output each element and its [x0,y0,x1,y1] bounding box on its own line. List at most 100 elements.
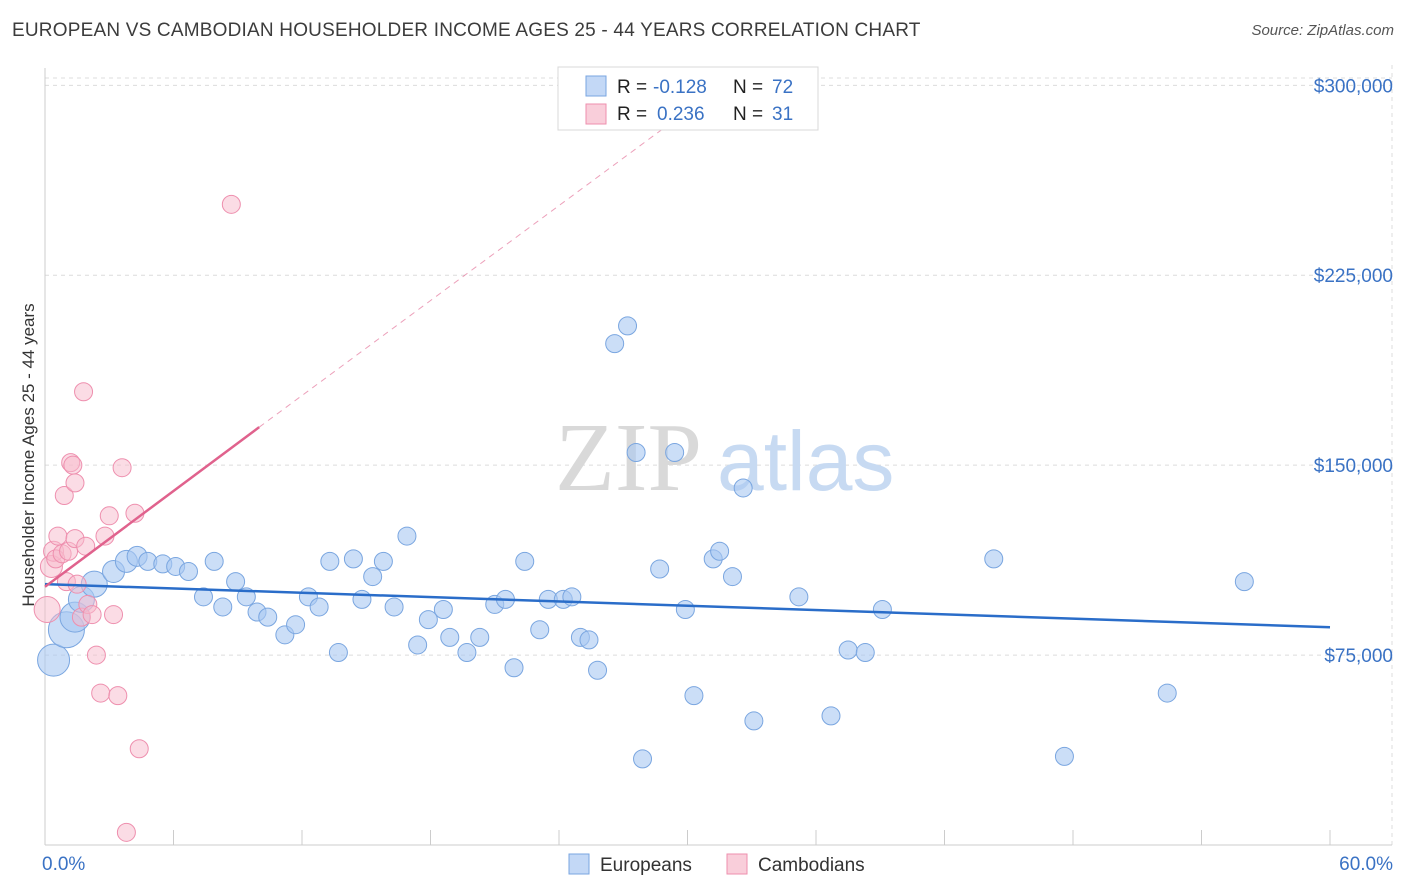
point-europeans [733,478,753,498]
point-europeans [579,630,599,650]
point-europeans [665,443,685,462]
point-europeans [821,706,841,726]
point-europeans [504,658,524,678]
point-europeans [363,567,383,587]
point-europeans [408,635,428,655]
correlation-legend: R = -0.128 N = 72 R = 0.236 N = 31 [557,66,819,131]
point-europeans [397,526,417,546]
legend-r-label: R = [617,77,647,98]
point-cambodians [104,605,124,625]
point-cambodians [54,486,74,506]
point-europeans [204,551,224,571]
legend-label-cambodians[interactable]: Cambodians [758,855,865,876]
point-europeans [855,643,875,663]
point-europeans [178,562,198,582]
point-europeans [37,643,71,677]
point-europeans [373,551,393,571]
point-europeans [440,627,460,647]
point-cambodians [221,194,241,214]
point-europeans [384,597,404,617]
legend-n-value: 72 [772,77,793,98]
legend-r-value: -0.128 [653,77,707,98]
source-label: Source: ZipAtlas.com [1251,22,1394,39]
legend-swatch-europeans[interactable] [568,853,590,875]
legend-n-label: N = [733,77,763,98]
point-europeans [226,572,246,592]
point-europeans [710,541,730,561]
x-tick-labels: 0.0% 60.0% [42,854,1393,875]
point-cambodians [63,455,83,475]
point-cambodians [33,596,61,623]
point-europeans [530,620,550,640]
gridlines [45,65,1393,845]
legend-label-europeans[interactable]: Europeans [600,855,692,876]
point-europeans [352,589,372,609]
legend-swatch-cambodians [585,103,607,125]
point-europeans [418,610,438,630]
point-europeans [1234,572,1254,592]
point-europeans [320,551,340,571]
point-europeans [675,600,695,619]
legend-n-label: N = [733,104,763,125]
y-axis-title: Householder Income Ages 25 - 44 years [19,303,38,606]
point-europeans [626,443,646,462]
trend-line-cambodians [44,426,260,588]
point-europeans [789,587,809,607]
series-legend[interactable]: Europeans Cambodians [568,853,865,876]
trend-line-cambodians-extension [258,110,688,428]
y-tick-label: $150,000 [1314,456,1393,477]
point-europeans [633,749,653,769]
point-europeans [343,549,363,569]
legend-r-value: 0.236 [657,104,705,125]
point-europeans [838,640,858,660]
point-europeans [309,597,329,617]
point-cambodians [65,473,85,493]
point-europeans [618,316,638,336]
point-cambodians [74,382,94,402]
legend-r-label: R = [617,104,647,125]
point-europeans [470,627,490,647]
point-cambodians [129,739,149,759]
point-cambodians [108,686,128,706]
axes [44,68,1392,846]
point-europeans [457,643,477,663]
point-europeans [872,600,892,619]
point-europeans [722,567,742,587]
y-tick-label: $225,000 [1314,266,1393,287]
y-tick-labels: $75,000 $150,000 $225,000 $300,000 [1314,76,1393,667]
point-cambodians [116,822,136,842]
legend-swatch-cambodians[interactable] [726,853,748,875]
point-europeans [984,549,1004,569]
trend-lines [44,110,1331,629]
point-europeans [588,660,608,680]
point-europeans [1054,746,1074,766]
point-cambodians [86,645,106,665]
point-europeans [684,686,704,706]
point-europeans [286,615,306,635]
point-europeans [236,587,256,607]
europeans-points [37,316,1254,769]
point-europeans [605,334,625,354]
legend-swatch-europeans [585,75,607,97]
point-cambodians [82,605,102,625]
y-tick-label: $75,000 [1324,646,1393,667]
point-cambodians [99,506,119,526]
y-tick-label: $300,000 [1314,76,1393,97]
point-cambodians [112,458,132,478]
point-europeans [193,587,213,607]
chart-title: EUROPEAN VS CAMBODIAN HOUSEHOLDER INCOME… [12,20,921,41]
point-europeans [258,607,278,627]
x-tick-label: 0.0% [42,854,85,875]
point-europeans [433,600,453,619]
point-europeans [213,597,233,617]
watermark: ZIP atlas [555,404,894,512]
point-europeans [650,559,670,579]
point-europeans [328,643,348,663]
point-europeans [744,711,764,731]
point-cambodians [91,683,111,703]
x-tick-label: 60.0% [1339,854,1393,875]
point-europeans [1157,683,1177,703]
point-europeans [515,551,535,571]
legend-n-value: 31 [772,104,793,125]
